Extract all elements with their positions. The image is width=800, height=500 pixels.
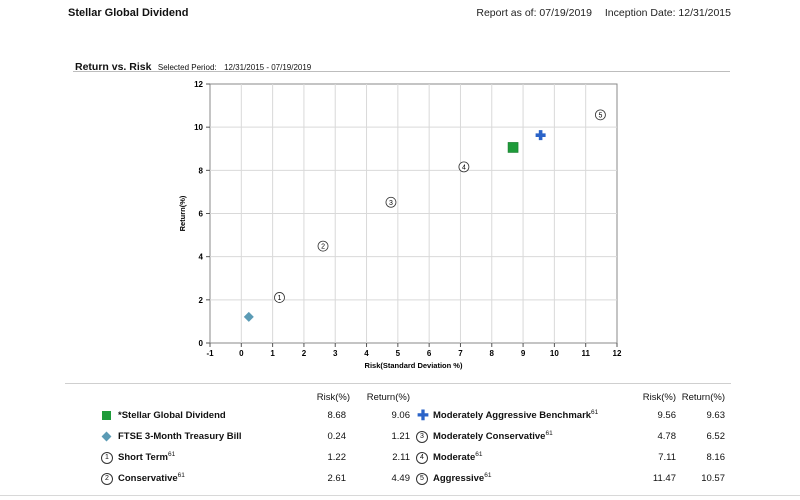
x-tick-label: 11 bbox=[581, 349, 590, 358]
point-label-moderately-conservative: 3 bbox=[389, 200, 393, 207]
legend-risk-value: 8.68 bbox=[327, 410, 347, 421]
x-tick-label: 5 bbox=[396, 349, 401, 358]
x-tick-label: 1 bbox=[270, 349, 275, 358]
point-moderate bbox=[458, 161, 470, 173]
legend-risk-value: 4.78 bbox=[657, 431, 677, 442]
legend-left-risk-header: Risk(%) bbox=[316, 392, 350, 403]
section-divider bbox=[73, 71, 730, 72]
point-moderately-aggressive-benchmark bbox=[535, 130, 546, 141]
legend-circle-5-icon: 5 bbox=[416, 473, 428, 485]
point-conservative bbox=[317, 240, 329, 252]
y-tick-label: 6 bbox=[199, 210, 204, 219]
legend-return-value: 1.21 bbox=[391, 431, 411, 442]
legend-risk-value: 7.11 bbox=[658, 452, 676, 463]
legend-name-aggressive: Aggressive61 bbox=[433, 472, 491, 486]
legend-name-text: Aggressive bbox=[433, 473, 485, 484]
point-label-moderate: 4 bbox=[462, 164, 466, 171]
x-tick-label: -1 bbox=[206, 349, 214, 358]
point-label-short-term: 1 bbox=[278, 295, 282, 302]
report-header: Stellar Global Dividend Report as of: 07… bbox=[0, 0, 800, 26]
y-tick-label: 4 bbox=[199, 253, 204, 262]
legend-footnote-ref: 61 bbox=[177, 471, 185, 479]
legend-footnote-ref: 61 bbox=[475, 450, 483, 458]
legend-right-risk-header: Risk(%) bbox=[642, 392, 676, 403]
x-tick-label: 8 bbox=[490, 349, 495, 358]
legend-name-ftse-3-month-treasury-bill: FTSE 3-Month Treasury Bill bbox=[118, 430, 242, 444]
legend-name-text: FTSE 3-Month Treasury Bill bbox=[118, 431, 242, 442]
legend-risk-value: 11.47 bbox=[652, 473, 676, 484]
legend-risk-value: 1.22 bbox=[327, 452, 347, 463]
x-axis-title: Risk(Standard Deviation %) bbox=[365, 361, 463, 370]
x-tick-label: 3 bbox=[333, 349, 338, 358]
fund-name: Stellar Global Dividend bbox=[68, 7, 189, 19]
legend-name-text: *Stellar Global Dividend bbox=[118, 410, 226, 421]
legend-name-text: Conservative bbox=[118, 473, 178, 484]
inception-date: Inception Date: 12/31/2015 bbox=[604, 7, 731, 19]
legend-name-text: Moderately Aggressive Benchmark bbox=[433, 410, 592, 421]
legend-name-moderate: Moderate61 bbox=[433, 451, 482, 465]
legend-circle-4-icon: 4 bbox=[416, 452, 428, 464]
point-aggressive bbox=[595, 109, 606, 121]
point-ftse-treasury-bill bbox=[243, 311, 254, 322]
legend-name-short-term: Short Term61 bbox=[118, 451, 175, 465]
point-label-aggressive: 5 bbox=[598, 112, 602, 119]
legend-return-value: 4.49 bbox=[391, 473, 411, 484]
legend-name-text: Moderate bbox=[433, 452, 476, 463]
legend-return-value: 2.11 bbox=[392, 452, 410, 463]
legend-footnote-ref: 61 bbox=[545, 429, 553, 437]
legend-return-value: 9.63 bbox=[706, 410, 726, 421]
legend-square-icon bbox=[102, 411, 111, 420]
legend-circle-2-icon: 2 bbox=[101, 473, 113, 485]
legend-name-text: Moderately Conservative bbox=[433, 431, 546, 442]
legend-circle-3-icon: 3 bbox=[416, 431, 428, 443]
y-tick-label: 10 bbox=[194, 123, 203, 132]
x-tick-label: 4 bbox=[364, 349, 369, 358]
y-tick-label: 12 bbox=[194, 80, 203, 89]
x-tick-label: 2 bbox=[302, 349, 307, 358]
y-tick-label: 2 bbox=[199, 296, 204, 305]
legend-risk-value: 9.56 bbox=[657, 410, 677, 421]
risk-return-scatter-chart: -1 0 1 2 3 4 5 6 7 8 9 10 11 12024681012Risk(Standard… bbox=[178, 80, 622, 370]
point-moderately-conservative bbox=[385, 196, 397, 208]
y-axis-title: Return(%) bbox=[178, 195, 187, 231]
report-as-of: Report as of: 07/19/2019 bbox=[476, 7, 592, 19]
y-tick-label: 0 bbox=[199, 339, 204, 348]
period-value: 12/31/2015 - 07/19/2019 bbox=[224, 63, 312, 72]
legend-footnote-ref: 61 bbox=[484, 471, 492, 479]
legend-cross-icon: ✚ bbox=[417, 407, 429, 423]
legend-footnote-ref: 61 bbox=[591, 408, 599, 416]
section-title: Return vs. Risk bbox=[75, 61, 152, 73]
x-tick-label: 9 bbox=[521, 349, 526, 358]
legend-divider bbox=[65, 383, 731, 384]
legend-name-conservative: Conservative61 bbox=[118, 472, 185, 486]
report-meta: Report as of: 07/19/2019 Inception Date:… bbox=[476, 7, 731, 19]
point-stellar-global-dividend bbox=[507, 142, 519, 153]
legend-risk-value: 0.24 bbox=[327, 431, 347, 442]
legend-name-moderately-aggressive-benchmark: Moderately Aggressive Benchmark61 bbox=[433, 409, 598, 423]
x-tick-label: 6 bbox=[427, 349, 432, 358]
legend-risk-value: 2.61 bbox=[327, 473, 347, 484]
legend-return-value: 10.57 bbox=[701, 473, 725, 484]
page-bottom-divider bbox=[0, 495, 800, 496]
x-tick-label: 0 bbox=[239, 349, 244, 358]
x-tick-label: 7 bbox=[458, 349, 463, 358]
legend-left-return-header: Return(%) bbox=[366, 392, 410, 403]
point-label-conservative: 2 bbox=[321, 244, 325, 251]
period-label: Selected Period: bbox=[157, 63, 217, 72]
legend-diamond-icon bbox=[101, 431, 112, 442]
legend-return-value: 9.06 bbox=[391, 410, 411, 421]
section-heading: Return vs. Risk Selected Period: 12/31/2… bbox=[75, 57, 730, 73]
legend-footnote-ref: 61 bbox=[167, 450, 176, 458]
legend-return-value: 6.52 bbox=[706, 431, 726, 442]
y-tick-label: 8 bbox=[199, 166, 204, 175]
legend-circle-1-icon: 1 bbox=[101, 452, 113, 464]
legend-name--stellar-global-dividend: *Stellar Global Dividend bbox=[118, 409, 226, 423]
point-short-term bbox=[274, 292, 285, 303]
x-tick-label: 12 bbox=[613, 349, 622, 358]
x-tick-label: 10 bbox=[550, 349, 559, 358]
legend-name-moderately-conservative: Moderately Conservative61 bbox=[433, 430, 553, 444]
legend-return-value: 8.16 bbox=[706, 452, 726, 463]
legend-right-return-header: Return(%) bbox=[681, 392, 725, 403]
legend-name-text: Short Term bbox=[118, 452, 168, 463]
